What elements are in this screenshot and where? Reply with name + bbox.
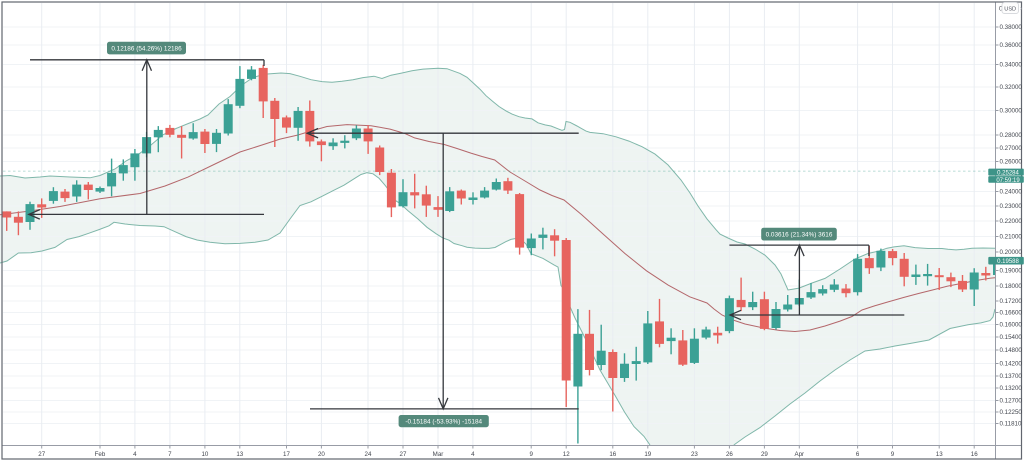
svg-text:26: 26 xyxy=(726,451,733,458)
svg-text:0.28000: 0.28000 xyxy=(1000,132,1023,139)
svg-text:9: 9 xyxy=(891,451,895,458)
svg-text:0.14200: 0.14200 xyxy=(1000,361,1023,368)
svg-text:9: 9 xyxy=(529,451,533,458)
svg-text:12: 12 xyxy=(563,451,570,458)
svg-text:0.12186 (54.26%) 12186: 0.12186 (54.26%) 12186 xyxy=(111,45,182,52)
svg-text:0.14800: 0.14800 xyxy=(1000,347,1023,354)
svg-text:0.27000: 0.27000 xyxy=(1000,145,1023,152)
svg-text:6: 6 xyxy=(856,451,860,458)
svg-text:0.24000: 0.24000 xyxy=(1000,189,1023,196)
svg-text:0.12700: 0.12700 xyxy=(1000,398,1023,405)
svg-text:13: 13 xyxy=(936,451,943,458)
svg-text:USD: USD xyxy=(1004,6,1016,12)
svg-text:0.19588: 0.19588 xyxy=(997,259,1019,265)
svg-text:07:59:19: 07:59:19 xyxy=(996,178,1020,184)
svg-text:29: 29 xyxy=(761,451,768,458)
svg-text:20: 20 xyxy=(318,451,325,458)
svg-text:27: 27 xyxy=(38,451,45,458)
svg-text:24: 24 xyxy=(365,451,372,458)
svg-text:0.25284: 0.25284 xyxy=(997,171,1019,177)
svg-text:0.15400: 0.15400 xyxy=(1000,334,1023,341)
svg-text:0.34000: 0.34000 xyxy=(1000,62,1023,69)
svg-text:10: 10 xyxy=(201,451,208,458)
svg-text:0.38000: 0.38000 xyxy=(1000,24,1023,31)
svg-text:0.03616 (21.34%) 3616: 0.03616 (21.34%) 3616 xyxy=(766,231,833,238)
svg-text:0.12250: 0.12250 xyxy=(1000,409,1023,416)
svg-text:0.23000: 0.23000 xyxy=(1000,203,1023,210)
svg-text:Apr: Apr xyxy=(794,451,804,458)
svg-text:0.20000: 0.20000 xyxy=(1000,249,1023,256)
svg-text:0.13700: 0.13700 xyxy=(1000,373,1023,380)
svg-text:0.22000: 0.22000 xyxy=(1000,218,1023,225)
svg-text:0.18000: 0.18000 xyxy=(1000,283,1023,290)
svg-text:0.36000: 0.36000 xyxy=(1000,42,1023,49)
svg-text:-0.15184 (-53.93%) -15184: -0.15184 (-53.93%) -15184 xyxy=(405,418,482,425)
svg-text:0.26000: 0.26000 xyxy=(1000,159,1023,166)
svg-text:23: 23 xyxy=(691,451,698,458)
svg-text:19: 19 xyxy=(644,451,651,458)
svg-text:4: 4 xyxy=(471,451,475,458)
svg-text:0.16000: 0.16000 xyxy=(1000,322,1023,329)
svg-text:0.16600: 0.16600 xyxy=(1000,310,1023,317)
svg-text:4: 4 xyxy=(133,451,137,458)
svg-text:27: 27 xyxy=(400,451,407,458)
svg-text:16: 16 xyxy=(971,451,978,458)
svg-text:0.13200: 0.13200 xyxy=(1000,385,1023,392)
svg-text:13: 13 xyxy=(236,451,243,458)
svg-text:Feb: Feb xyxy=(95,451,106,458)
svg-text:0.30000: 0.30000 xyxy=(1000,108,1023,115)
svg-text:0.32000: 0.32000 xyxy=(1000,84,1023,91)
svg-text:0.11810: 0.11810 xyxy=(1000,421,1022,428)
svg-text:Mar: Mar xyxy=(433,451,444,458)
svg-text:16: 16 xyxy=(609,451,616,458)
svg-text:17: 17 xyxy=(283,451,290,458)
svg-text:0.17200: 0.17200 xyxy=(1000,298,1023,305)
svg-text:7: 7 xyxy=(168,451,172,458)
svg-text:0.21000: 0.21000 xyxy=(1000,234,1023,241)
svg-text:0.19000: 0.19000 xyxy=(1000,268,1023,275)
